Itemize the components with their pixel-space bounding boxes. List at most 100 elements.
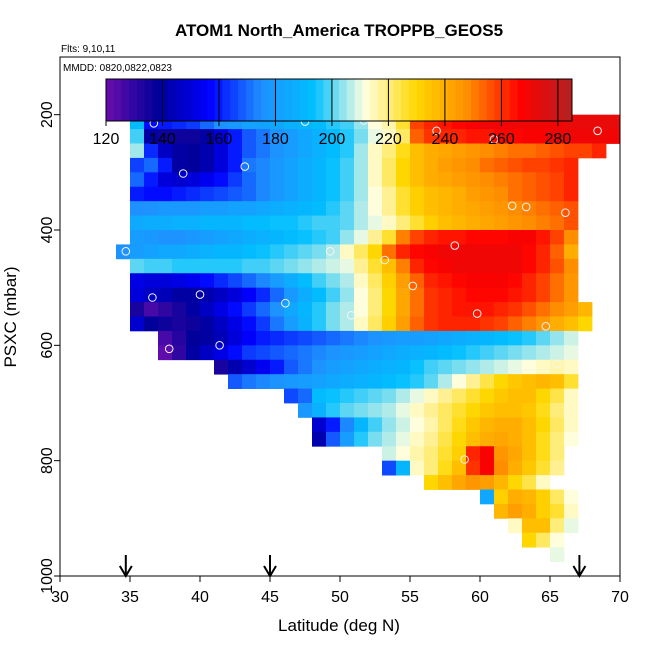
heatmap-cell [354, 186, 369, 202]
heatmap-cell [466, 330, 481, 346]
heatmap-cell [186, 157, 201, 173]
flight-point [507, 201, 517, 211]
heatmap-cell [368, 143, 383, 159]
heatmap-cell [382, 359, 397, 375]
heatmap-cell [452, 157, 467, 173]
heatmap-cell [354, 431, 369, 447]
heatmap-cell [410, 215, 425, 231]
heatmap-cell [550, 518, 565, 534]
heatmap-cell [256, 215, 271, 231]
heatmap-cell [522, 503, 537, 519]
heatmap-cell [550, 417, 565, 433]
flight-point [346, 311, 356, 320]
heatmap-cell [256, 143, 271, 159]
heatmap-cell [354, 345, 369, 361]
heatmap-cell [452, 258, 467, 274]
heatmap-cell [312, 431, 327, 447]
heatmap-cell [396, 417, 411, 433]
heatmap-cell [438, 143, 453, 159]
heatmap-cell [592, 143, 607, 159]
heatmap-cell [564, 388, 579, 404]
heatmap-cell [452, 330, 467, 346]
heatmap-cell [536, 230, 551, 245]
heatmap-cell [438, 330, 453, 346]
heatmap-cell [522, 403, 537, 418]
heatmap-cell [214, 258, 229, 274]
heatmap-cell [606, 129, 621, 144]
heatmap-cell [242, 186, 257, 202]
heatmap-cell [312, 359, 327, 375]
heatmap-cell [172, 302, 187, 317]
heatmap-cell [466, 446, 481, 462]
heatmap-cell [480, 302, 495, 317]
colorbar-segment [354, 79, 363, 121]
colorbar-segment [401, 79, 410, 121]
heatmap-cell [368, 157, 383, 173]
heatmap-cell [382, 273, 397, 289]
heatmap-cell [186, 345, 201, 361]
heatmap-cell [410, 273, 425, 289]
heatmap-cell [242, 129, 257, 144]
heatmap-cell [396, 446, 411, 462]
heatmap-cell [466, 359, 481, 375]
colorbar-segment [253, 79, 262, 121]
heatmap-cell [326, 316, 341, 332]
heatmap-cell [480, 374, 495, 389]
heatmap-cell [452, 475, 467, 490]
heatmap-cell [578, 143, 593, 159]
heatmap-cell [508, 129, 523, 144]
heatmap-cell [480, 157, 495, 173]
heatmap-cell [368, 302, 383, 317]
heatmap-cell [466, 388, 481, 404]
heatmap-cell [550, 186, 565, 202]
heatmap-cell [130, 201, 145, 216]
y-tick-label: 1000 [39, 558, 56, 594]
heatmap-cell [480, 489, 495, 505]
heatmap-cell [130, 316, 145, 332]
heatmap-cell [424, 215, 439, 231]
colorbar-segment [199, 79, 208, 121]
heatmap-cell [494, 316, 509, 332]
heatmap-cell [144, 172, 159, 188]
heatmap-cell [298, 157, 313, 173]
heatmap-cell [256, 316, 271, 332]
heatmap-cell [522, 345, 537, 361]
heatmap-cell [186, 258, 201, 274]
heatmap-cell [480, 460, 495, 476]
heatmap-cell [326, 157, 341, 173]
heatmap-cell [466, 186, 481, 202]
heatmap-cell [214, 186, 229, 202]
flight-arrow-head [572, 565, 587, 578]
heatmap-cell [228, 172, 243, 188]
heatmap-cell [508, 388, 523, 404]
heatmap-cell [550, 201, 565, 216]
heatmap-cell [550, 374, 565, 389]
y-tick-label: 400 [39, 217, 56, 244]
heatmap-cell [144, 143, 159, 159]
heatmap-cell [536, 345, 551, 361]
heatmap-cell [270, 230, 285, 245]
heatmap-cell [522, 417, 537, 433]
heatmap-cell [536, 273, 551, 289]
flight-point [593, 126, 602, 136]
heatmap-cell [494, 273, 509, 289]
heatmap-cell [368, 417, 383, 433]
heatmap-cell [564, 258, 579, 274]
heatmap-cell [536, 374, 551, 389]
heatmap-cell [522, 215, 537, 231]
heatmap-cell [340, 157, 355, 173]
heatmap-cell [550, 230, 565, 245]
heatmap-cell [172, 143, 187, 159]
heatmap-cell [396, 287, 411, 303]
heatmap-cell [144, 201, 159, 216]
heatmap-cell [396, 359, 411, 375]
heatmap-cell [200, 157, 215, 173]
heatmap-cell [508, 403, 523, 418]
colorbar-segment [548, 79, 557, 121]
heatmap-cell [480, 287, 495, 303]
heatmap-cell [256, 345, 271, 361]
heatmap-cell [508, 374, 523, 389]
flight-point [380, 255, 390, 265]
heatmap-cell [550, 503, 565, 519]
colorbar-segment [494, 79, 503, 121]
